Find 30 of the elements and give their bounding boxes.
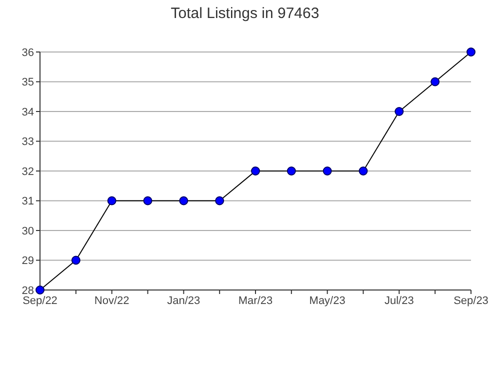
x-tick-label: Sep/23 [454, 294, 488, 307]
point [286, 166, 296, 176]
point [107, 196, 116, 206]
y-tick-label: 33 [22, 136, 34, 148]
x-tick-label: Nov/22 [94, 294, 130, 307]
point [322, 166, 332, 176]
y-tick-label: 34 [22, 106, 34, 118]
point [394, 107, 404, 116]
y-tick-label: 30 [22, 225, 34, 238]
point [179, 196, 188, 206]
chart-title: Total Listings in 97463 [170, 5, 320, 22]
point [251, 166, 260, 176]
y-tick-label: 28 [22, 284, 34, 297]
point [71, 256, 80, 265]
y-tick-label: 36 [22, 46, 34, 59]
y-tick-label: 31 [22, 196, 34, 208]
y-tick-label: 35 [22, 76, 34, 89]
y-tick-label: 32 [22, 166, 34, 178]
x-tick-label: Jan/23 [167, 294, 200, 307]
point [466, 48, 476, 56]
x-tick-label: Jul/23 [384, 294, 414, 307]
point [36, 286, 44, 294]
point [358, 166, 368, 176]
y-tick-label: 29 [22, 255, 34, 268]
x-tick-label: May/23 [309, 294, 346, 307]
x-tick-label: Mar/23 [238, 294, 273, 307]
point [215, 196, 224, 206]
point [143, 196, 152, 206]
point [430, 77, 440, 86]
x-tick-label: Sep/22 [22, 294, 58, 307]
